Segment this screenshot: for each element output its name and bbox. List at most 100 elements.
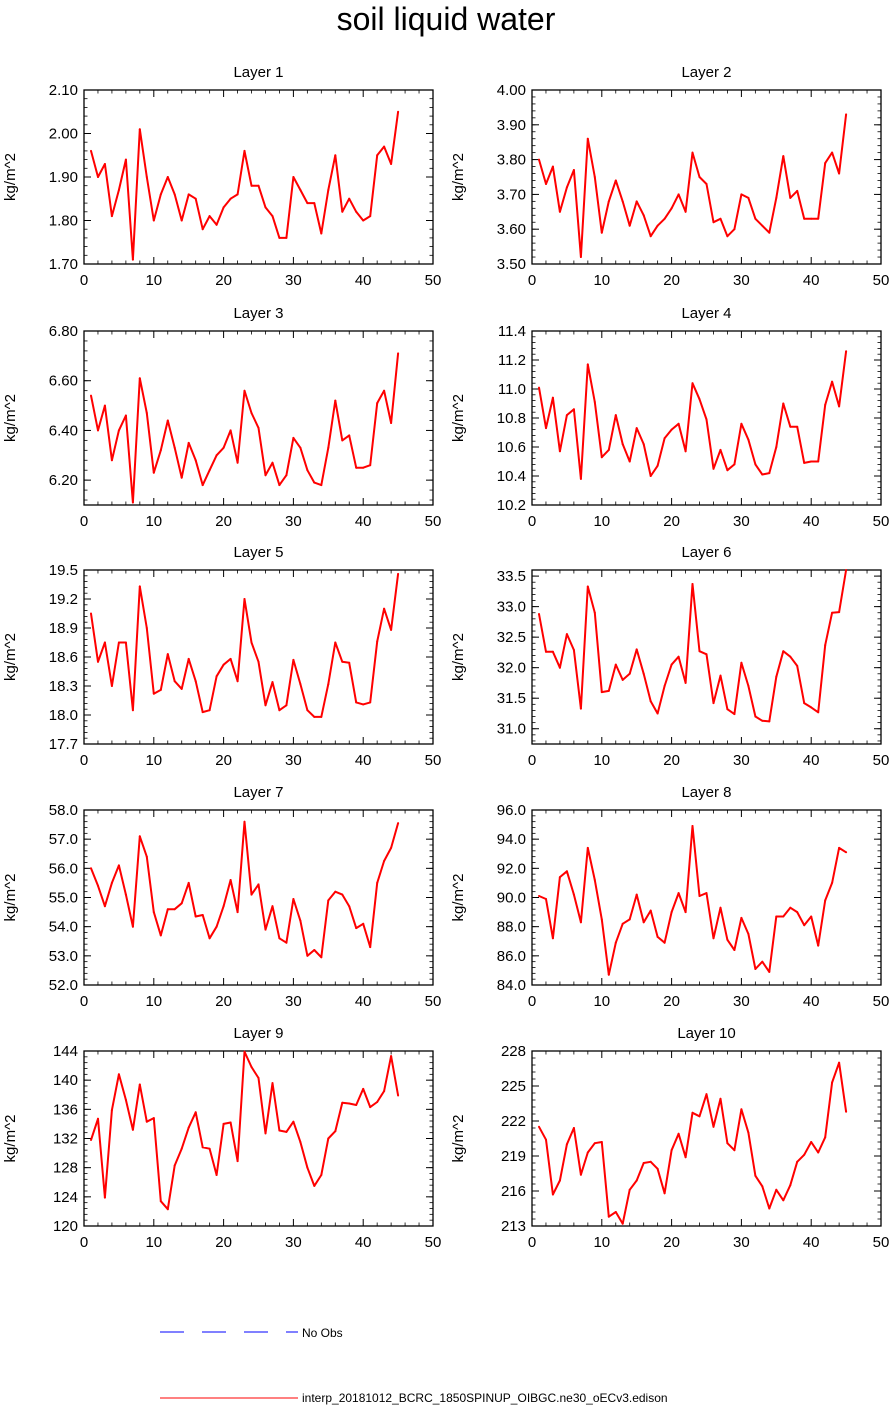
data-point <box>278 1129 281 1132</box>
data-point <box>782 402 785 405</box>
x-tick-label: 10 <box>593 272 610 289</box>
x-tick-label: 20 <box>663 513 680 530</box>
data-point <box>684 681 687 684</box>
data-point <box>250 1066 253 1068</box>
y-axis-label: kg/m^2 <box>450 1115 467 1163</box>
data-point <box>684 1156 687 1159</box>
data-point <box>376 402 379 405</box>
data-point <box>348 905 351 908</box>
data-point <box>733 949 736 951</box>
data-point <box>614 1211 617 1213</box>
data-point <box>775 675 778 678</box>
data-point <box>215 925 218 928</box>
data-point <box>90 867 92 870</box>
y-axis-label: kg/m^2 <box>450 394 467 442</box>
data-point <box>635 200 638 203</box>
y-tick-label: 3.60 <box>497 221 526 238</box>
data-point <box>579 1173 582 1176</box>
y-axis-label: kg/m^2 <box>450 153 467 201</box>
data-point <box>642 1162 645 1164</box>
data-point <box>362 466 365 469</box>
data-point <box>705 653 708 656</box>
data-point <box>145 176 148 178</box>
data-point <box>538 386 540 389</box>
data-point <box>712 937 715 940</box>
data-point <box>768 231 771 234</box>
data-point <box>761 1185 764 1188</box>
y-tick-label: 10.2 <box>497 497 526 514</box>
data-point <box>124 641 127 644</box>
data-point <box>754 968 757 970</box>
data-point <box>545 427 547 430</box>
data-point <box>299 1141 302 1144</box>
data-point <box>292 658 295 661</box>
data-point <box>656 935 659 938</box>
data-point <box>369 1106 372 1109</box>
data-point <box>383 860 386 862</box>
data-point <box>299 446 302 449</box>
data-point <box>719 674 722 677</box>
data-point <box>698 895 701 897</box>
x-tick-label: 50 <box>873 752 890 769</box>
data-point <box>264 206 267 209</box>
data-point <box>838 1061 841 1064</box>
data-point <box>817 944 820 947</box>
data-point <box>719 1097 722 1100</box>
data-point <box>600 456 603 459</box>
data-point <box>243 598 246 600</box>
data-point <box>761 224 764 227</box>
data-point <box>545 1138 547 1141</box>
panel-layer-4: Layer 4 0 10 20 30 40 50 10.2 10.4 10.6 10.8 11.0 11… <box>450 305 889 530</box>
data-point <box>600 691 603 694</box>
data-point <box>691 825 694 827</box>
data-point <box>768 720 771 723</box>
data-point <box>628 672 631 675</box>
data-point <box>586 846 589 849</box>
data-point <box>572 649 575 651</box>
data-point <box>670 428 673 431</box>
data-point <box>761 960 764 963</box>
panel-layer-10: Layer 10 0 10 20 30 40 50 213 216 219 222 225 228 kg/… <box>450 1025 889 1251</box>
y-tick-label: 1.80 <box>49 213 78 230</box>
data-point <box>187 657 190 660</box>
figure-title: soil liquid water <box>337 1 556 37</box>
data-point <box>649 909 652 912</box>
data-point <box>131 501 134 504</box>
data-point <box>236 1160 239 1163</box>
y-tick-label: 1.90 <box>49 169 78 186</box>
data-point <box>705 892 708 895</box>
y-tick-label: 32.0 <box>497 660 526 677</box>
data-point <box>320 1174 323 1176</box>
data-point <box>649 235 652 238</box>
data-point <box>271 905 274 908</box>
data-point <box>306 1166 309 1169</box>
y-tick-label: 86.0 <box>497 948 526 965</box>
data-point <box>747 1131 750 1134</box>
y-tick-label: 2.10 <box>49 82 78 99</box>
data-point <box>362 1087 365 1090</box>
data-point <box>754 715 757 718</box>
y-tick-label: 6.20 <box>49 472 78 489</box>
data-point <box>824 162 827 165</box>
data-point <box>845 350 848 353</box>
y-tick-label: 140 <box>53 1072 78 1089</box>
data-point <box>180 476 183 479</box>
data-point <box>754 1174 757 1177</box>
x-tick-label: 0 <box>80 993 88 1010</box>
data-point <box>545 898 547 900</box>
data-point <box>97 176 99 178</box>
data-point <box>187 1126 190 1129</box>
data-point <box>117 1073 120 1076</box>
data-point <box>642 921 645 924</box>
data-point <box>376 154 379 157</box>
data-point <box>803 461 806 464</box>
data-point <box>642 443 645 446</box>
data-point <box>90 394 92 397</box>
x-tick-label: 30 <box>733 1234 750 1251</box>
data-point <box>103 1196 106 1199</box>
data-point <box>698 1115 701 1118</box>
x-tick-label: 10 <box>145 752 162 769</box>
x-tick-label: 40 <box>355 513 372 530</box>
y-tick-label: 53.0 <box>49 948 78 965</box>
data-point <box>719 906 722 909</box>
